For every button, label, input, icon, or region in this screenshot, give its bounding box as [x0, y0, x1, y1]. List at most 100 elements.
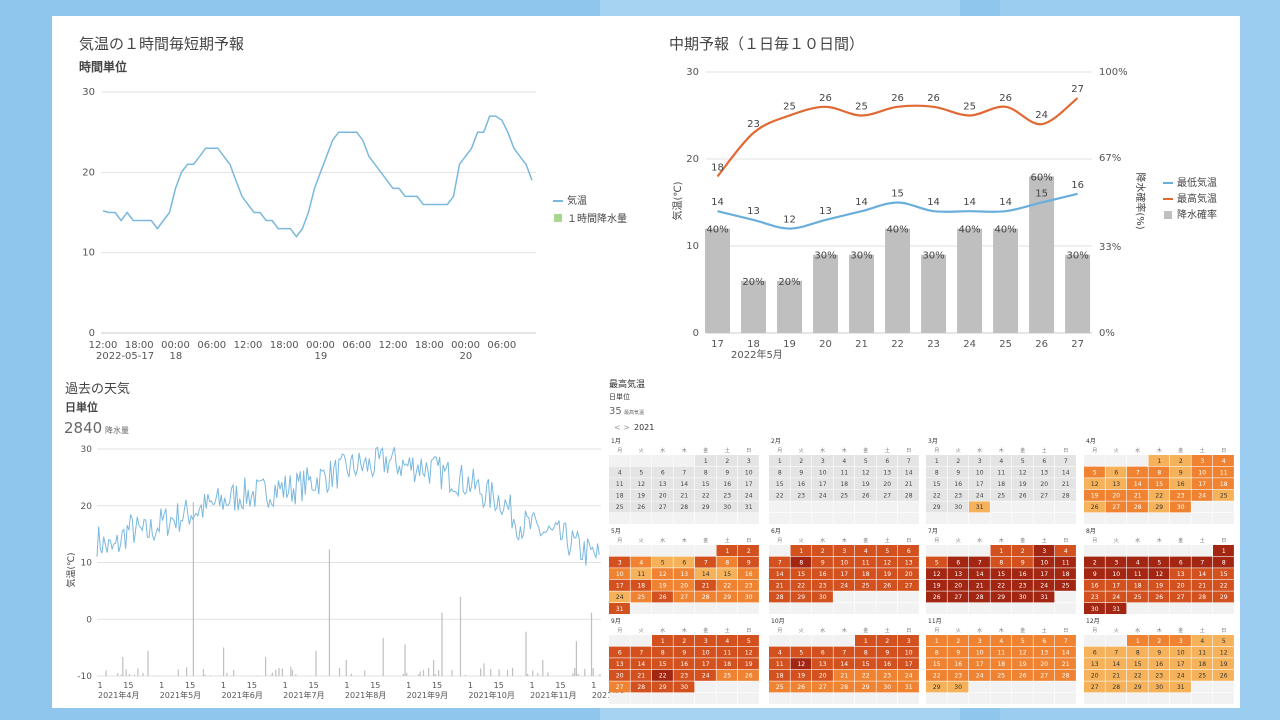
calendar-day-cell [1105, 681, 1127, 693]
calendar-day-cell [1105, 646, 1127, 658]
calendar-day-cell [673, 579, 695, 591]
calendar-day-number: 2 [725, 458, 729, 465]
calendar-day-number: 27 [1091, 684, 1099, 691]
past-precip-bar [382, 638, 384, 676]
calendar-day-number: 28 [776, 594, 784, 601]
calendar-day-number: 16 [883, 661, 891, 668]
past-precip-bar [338, 667, 341, 676]
calendar-day-number: 4 [725, 638, 729, 645]
calendar-day-cell [812, 568, 833, 580]
calendar-empty-cell [1105, 513, 1127, 524]
past-precip-bar [592, 668, 594, 676]
calendar-day-number: 29 [797, 594, 805, 601]
calendar-day-cell [1084, 579, 1105, 591]
calendar-day-number: 4 [1136, 559, 1140, 566]
calendar-day-cell [738, 591, 759, 603]
calendar-day-cell [716, 646, 738, 658]
calendar-day-cell [1105, 591, 1127, 603]
calendar-empty-cell [769, 603, 790, 614]
calendar-day-number: 18 [840, 481, 848, 488]
calendar-day-number: 28 [840, 684, 848, 691]
calendar-day-number: 2 [1093, 559, 1097, 566]
calendar-day-number: 31 [1177, 684, 1185, 691]
calendar-empty-cell [790, 603, 812, 614]
calendar-empty-cell [855, 501, 876, 513]
calendar-day-number: 30 [819, 594, 827, 601]
calendar-month-label: 4月 [1086, 438, 1096, 445]
calendar-day-cell [630, 489, 652, 501]
calendar-empty-cell [1191, 681, 1213, 693]
calendar-day-cell [926, 455, 947, 466]
past-precip-bar [451, 670, 453, 676]
calendar-day-cell [812, 646, 833, 658]
calendar-day-cell [652, 635, 673, 646]
past-kpi-label: 降水量 [105, 425, 129, 435]
calendar-day-cell [969, 466, 990, 478]
past-month-label: 2021年1 [592, 690, 625, 700]
calendar-day-cell [1127, 635, 1148, 646]
calendar-empty-cell [1033, 681, 1055, 693]
calendar-day-number: 4 [999, 458, 1003, 465]
calendar-empty-cell [1012, 603, 1033, 614]
past-precip-bar [209, 675, 211, 676]
calendar-empty-cell [673, 545, 695, 556]
calendar-day-number: 26 [1019, 673, 1027, 680]
calendar-empty-cell [716, 513, 738, 524]
calendar-day-cell [1084, 556, 1105, 568]
calendar-day-number: 24 [976, 673, 984, 680]
past-xtick: 15 [370, 681, 380, 690]
calendar-empty-cell [673, 513, 695, 524]
calendar-day-number: 27 [819, 684, 827, 691]
calendar-empty-cell [769, 635, 790, 646]
calendar-day-number: 15 [702, 481, 710, 488]
calendar-day-number: 8 [1136, 649, 1140, 656]
calendar-day-number: 27 [905, 583, 913, 590]
calendar-day-number: 19 [1155, 583, 1163, 590]
calendar-day-cell [947, 669, 969, 681]
past-precip-bar [547, 672, 549, 676]
calendar-day-number: 6 [1179, 559, 1183, 566]
calendar-day-number: 7 [1064, 458, 1068, 465]
calendar-weekday: 金 [1178, 447, 1183, 454]
min-temp-label: 14 [927, 197, 940, 208]
hourly-xtick: 00:00 [306, 340, 335, 351]
calendar-day-cell [833, 455, 855, 466]
hourly-xtick-date: 20 [460, 351, 473, 362]
calendar-day-cell [716, 466, 738, 478]
calendar-empty-cell [695, 603, 716, 614]
calendar-day-cell [1148, 635, 1170, 646]
calendar-nav-arrows[interactable]: < > [614, 423, 630, 432]
calendar-day-number: 26 [797, 684, 805, 691]
calendar-day-cell [898, 489, 919, 501]
calendar-day-number: 4 [842, 458, 846, 465]
calendar-day-cell [673, 466, 695, 478]
calendar-day-cell [1148, 556, 1170, 568]
calendar-day-number: 19 [637, 493, 645, 500]
calendar-day-number: 9 [821, 559, 825, 566]
calendar-day-cell [695, 579, 716, 591]
calendar-day-cell [1170, 681, 1191, 693]
calendar-day-number: 12 [659, 571, 667, 578]
calendar-day-cell [1012, 556, 1033, 568]
calendar-empty-cell [947, 545, 969, 556]
calendar-day-number: 17 [976, 481, 984, 488]
calendar-day-cell [1148, 568, 1170, 580]
max-temp-label: 18 [711, 162, 724, 173]
calendar-day-number: 2 [799, 458, 803, 465]
calendar-day-number: 10 [905, 649, 913, 656]
calendar-day-number: 5 [885, 548, 889, 555]
calendar-weekday: 金 [1020, 627, 1025, 634]
calendar-day-number: 7 [1136, 469, 1140, 476]
calendar-day-number: 14 [976, 571, 984, 578]
calendar-day-cell [769, 658, 790, 670]
past-precip-bar [433, 660, 435, 676]
calendar-day-cell [1191, 635, 1213, 646]
calendar-day-cell [1084, 646, 1105, 658]
past-precip-bar [427, 668, 430, 676]
calendar-day-number: 2 [682, 638, 686, 645]
calendar-day-number: 8 [864, 649, 868, 656]
calendar-day-cell [1012, 658, 1033, 670]
calendar-day-number: 28 [1112, 684, 1120, 691]
calendar-day-cell [855, 579, 876, 591]
calendar-weekday: 日 [906, 628, 911, 634]
